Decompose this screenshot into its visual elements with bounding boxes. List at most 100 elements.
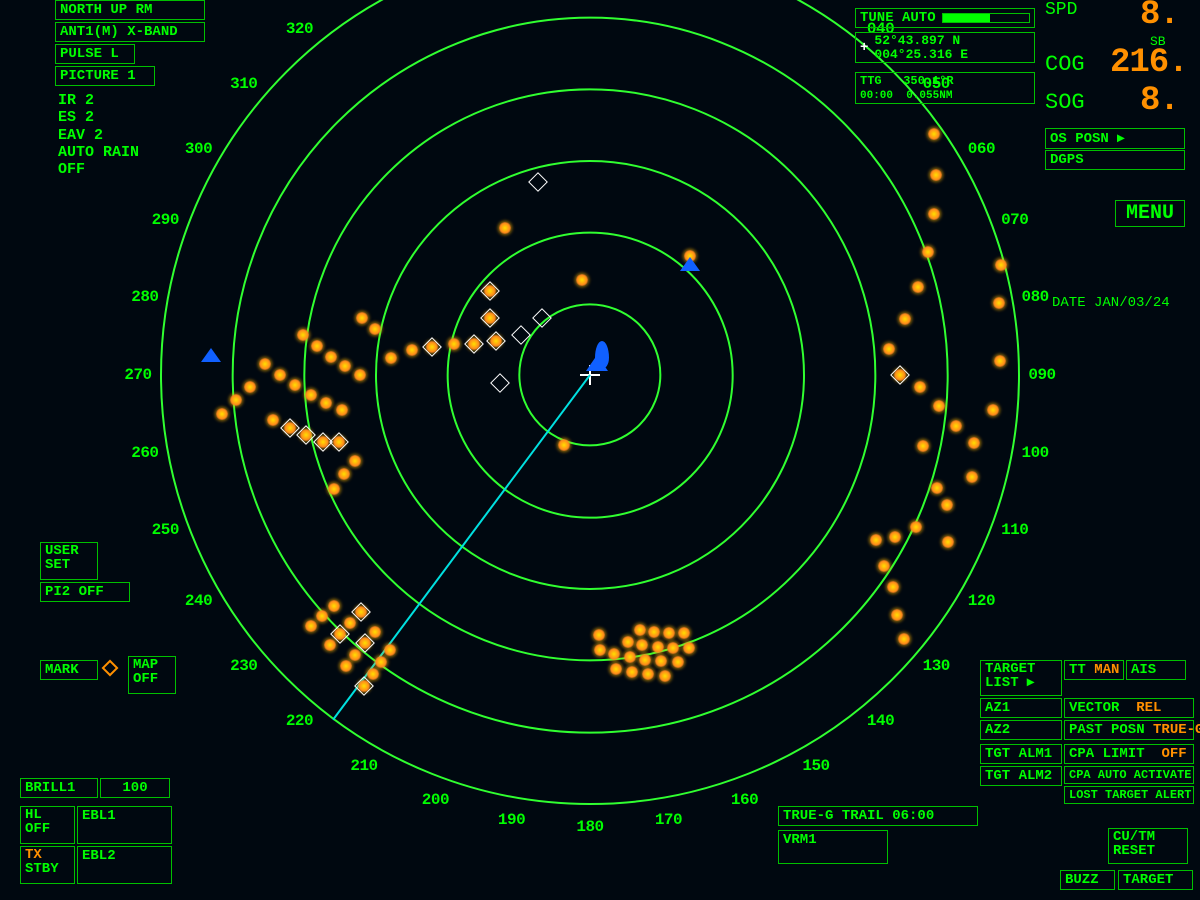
bearing-label: 060 <box>968 140 995 158</box>
user-set-cell[interactable]: USERSET <box>40 542 98 580</box>
radar-contact <box>898 633 910 645</box>
tgt-alm2-cell[interactable]: TGT ALM2 <box>980 766 1062 786</box>
cu-tm-cell[interactable]: CU/TMRESET <box>1108 828 1188 864</box>
ir-value: IR 2 <box>58 92 139 109</box>
past-posn-cell[interactable]: PAST POSN TRUE-G <box>1064 720 1194 740</box>
dgps-cell: DGPS <box>1045 150 1185 170</box>
radar-contact <box>933 400 945 412</box>
ebl2-cell[interactable]: EBL2 <box>77 846 172 884</box>
radar-contact <box>289 379 301 391</box>
menu-button[interactable]: MENU <box>1115 200 1185 227</box>
radar-contact <box>878 560 890 572</box>
ebl1-cell[interactable]: EBL1 <box>77 806 172 844</box>
radar-contact <box>659 670 671 682</box>
radar-contact <box>968 437 980 449</box>
chevron-right-icon: ▸ <box>1117 131 1124 147</box>
radar-contact <box>883 343 895 355</box>
bearing-label: 130 <box>923 657 950 675</box>
ais-triangle-icon <box>586 355 608 371</box>
radar-contact <box>642 668 654 680</box>
radar-contact <box>624 651 636 663</box>
radar-contact <box>950 420 962 432</box>
target-list-cell[interactable]: TARGETLIST ▸ <box>980 660 1062 696</box>
tt-cell[interactable]: TT MAN <box>1064 660 1124 680</box>
cpa-limit-cell[interactable]: CPA LIMIT OFF <box>1064 744 1194 764</box>
vrm1-cell[interactable]: VRM1 <box>778 830 888 864</box>
hl-cell[interactable]: HLOFF <box>20 806 75 844</box>
radar-contact <box>356 312 368 324</box>
radar-contact <box>994 355 1006 367</box>
brill-cell[interactable]: BRILL1 <box>20 778 98 798</box>
radar-contact <box>928 128 940 140</box>
radar-contact <box>942 536 954 548</box>
radar-contact <box>667 642 679 654</box>
radar-contact <box>311 340 323 352</box>
cog-label: COG <box>1045 52 1085 77</box>
sog-label: SOG <box>1045 90 1085 115</box>
radar-contact <box>349 455 361 467</box>
radar-contact <box>672 656 684 668</box>
mode-cell[interactable]: NORTH UP RM <box>55 0 205 20</box>
radar-contact <box>576 274 588 286</box>
radar-contact <box>995 259 1007 271</box>
bearing-label: 160 <box>731 791 758 809</box>
radar-contact <box>328 483 340 495</box>
picture-cell[interactable]: PICTURE 1 <box>55 66 155 86</box>
radar-contact <box>328 600 340 612</box>
pi2-cell[interactable]: PI2 OFF <box>40 582 130 602</box>
bearing-label: 200 <box>422 791 449 809</box>
sog-value: 8. <box>1140 82 1179 120</box>
radar-contact <box>610 663 622 675</box>
radar-contact <box>369 323 381 335</box>
vector-cell[interactable]: VECTOR REL <box>1064 698 1194 718</box>
radar-contact <box>930 169 942 181</box>
az1-cell[interactable]: AZ1 <box>980 698 1062 718</box>
bearing-label: 220 <box>286 712 313 730</box>
os-posn-cell[interactable]: OS POSN ▸ <box>1045 128 1185 149</box>
radar-contact <box>320 397 332 409</box>
radar-contact <box>899 313 911 325</box>
az2-cell[interactable]: AZ2 <box>980 720 1062 740</box>
radar-contact <box>325 351 337 363</box>
tgt-alm1-cell[interactable]: TGT ALM1 <box>980 744 1062 764</box>
radar-contact <box>891 609 903 621</box>
radar-contact <box>344 617 356 629</box>
mark-cell[interactable]: MARK <box>40 660 98 680</box>
bearing-label: 070 <box>1001 211 1028 229</box>
radar-contact <box>367 668 379 680</box>
bearing-label: 290 <box>152 211 179 229</box>
trail-cell[interactable]: TRUE-G TRAIL 06:00 <box>778 806 978 826</box>
radar-contact <box>244 381 256 393</box>
radar-screen: 0400500600700800901001101201301401501601… <box>0 0 1200 900</box>
mark-diamond-icon <box>100 658 120 678</box>
tune-cell[interactable]: TUNE AUTO <box>855 8 1035 28</box>
tx-stby-cell[interactable]: TXSTBY <box>20 846 75 884</box>
target-cell[interactable]: TARGET <box>1118 870 1193 890</box>
antenna-cell[interactable]: ANT1(M) X-BAND <box>55 22 205 42</box>
radar-contact <box>910 521 922 533</box>
radar-contact <box>297 329 309 341</box>
radar-contact <box>558 439 570 451</box>
radar-contact <box>267 414 279 426</box>
range-ring <box>160 0 1020 805</box>
ais-cell[interactable]: AIS <box>1126 660 1186 680</box>
cpa-auto-cell[interactable]: CPA AUTO ACTIVATE <box>1064 766 1194 784</box>
lon-value: 004°25.316 E <box>874 48 968 62</box>
pulse-cell[interactable]: PULSE L <box>55 44 135 64</box>
radar-contact <box>324 639 336 651</box>
eav-value: EAV 2 <box>58 127 139 144</box>
radar-contact <box>339 360 351 372</box>
radar-contact <box>678 627 690 639</box>
radar-contact <box>316 610 328 622</box>
tune-label: TUNE AUTO <box>860 10 936 26</box>
radar-contact <box>634 624 646 636</box>
radar-contact <box>354 369 366 381</box>
map-cell[interactable]: MAPOFF <box>128 656 176 694</box>
radar-contact <box>384 644 396 656</box>
bearing-label: 110 <box>1001 521 1028 539</box>
buzz-cell[interactable]: BUZZ <box>1060 870 1115 890</box>
bearing-label: 150 <box>802 757 829 775</box>
radar-contact <box>652 641 664 653</box>
lost-tgt-cell[interactable]: LOST TARGET ALERT <box>1064 786 1194 804</box>
radar-contact <box>917 440 929 452</box>
